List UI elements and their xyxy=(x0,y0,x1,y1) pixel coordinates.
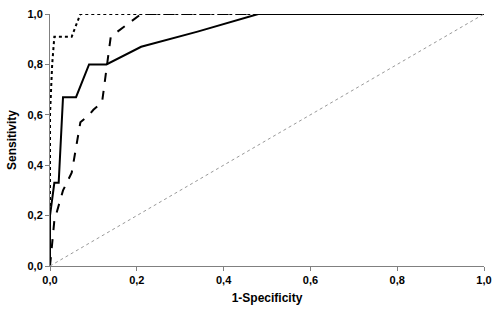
svg-text:0,8: 0,8 xyxy=(28,58,43,70)
svg-text:0,6: 0,6 xyxy=(303,274,318,286)
svg-text:0,4: 0,4 xyxy=(28,159,44,171)
svg-text:1-Specificity: 1-Specificity xyxy=(232,291,303,305)
svg-text:0,0: 0,0 xyxy=(28,260,43,272)
svg-text:Sensitivity: Sensitivity xyxy=(5,110,19,170)
svg-text:0,8: 0,8 xyxy=(390,274,405,286)
svg-text:0,6: 0,6 xyxy=(28,109,43,121)
svg-text:0,2: 0,2 xyxy=(129,274,144,286)
svg-text:1,0: 1,0 xyxy=(28,8,43,20)
svg-text:0,2: 0,2 xyxy=(28,209,43,221)
svg-text:1,0: 1,0 xyxy=(476,274,491,286)
svg-text:0,4: 0,4 xyxy=(216,274,232,286)
svg-text:0,0: 0,0 xyxy=(42,274,57,286)
